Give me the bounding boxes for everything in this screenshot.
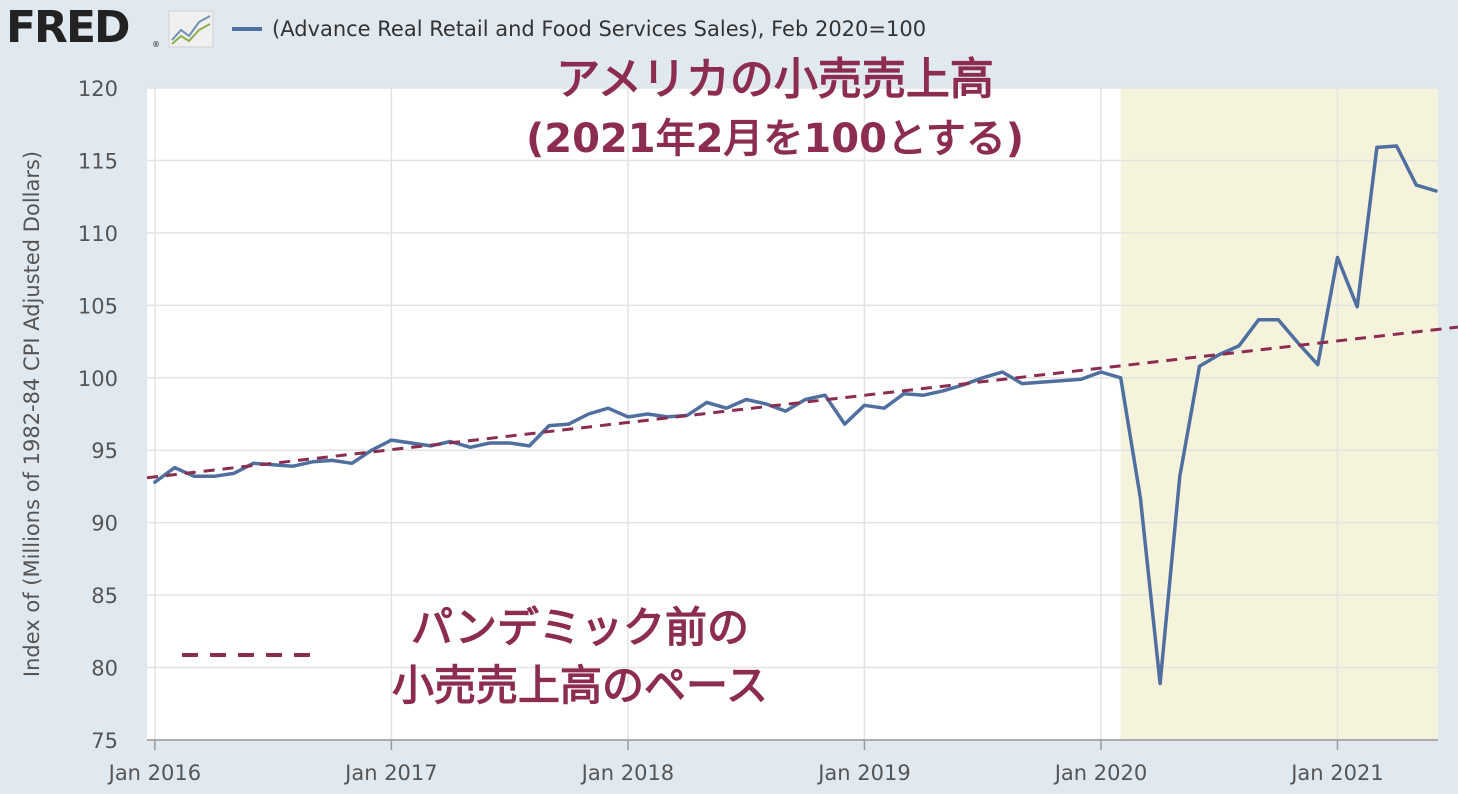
y-tick-label: 105	[78, 294, 118, 318]
y-axis-ticks: 75 80 85 90 95 100 105 110 115 120	[78, 77, 118, 753]
registered-mark: ®	[152, 40, 160, 49]
legend-swatch	[232, 27, 262, 31]
annotation-title-line2: (2021年2月を100とする)	[526, 116, 1024, 162]
y-axis-label: Index of (Millions of 1982-84 CPI Adjust…	[20, 151, 44, 677]
x-tick-label: Jan 2019	[816, 761, 911, 785]
x-tick-label: Jan 2020	[1053, 761, 1148, 785]
annotation-title-line1: アメリカの小売売上高	[556, 54, 994, 105]
x-tick-label: Jan 2017	[343, 761, 438, 785]
x-tick-label: Jan 2016	[107, 761, 202, 785]
fred-logo[interactable]: FRED	[6, 2, 131, 53]
x-axis-ticks: Jan 2016 Jan 2017 Jan 2018 Jan 2019 Jan 2020…	[107, 740, 1384, 785]
line-chart-icon	[168, 10, 214, 48]
trend-label-line1: パンデミック前の	[411, 603, 749, 652]
trend-line	[146, 325, 1458, 480]
trend-label-line2: 小売売上高のペース	[392, 661, 768, 710]
y-tick-label: 110	[78, 222, 118, 246]
y-tick-label: 85	[91, 584, 118, 608]
chart-legend: (Advance Real Retail and Food Services S…	[232, 14, 926, 44]
y-tick-label: 90	[91, 512, 118, 536]
recession-shading	[1120, 88, 1438, 740]
y-tick-label: 80	[91, 657, 118, 681]
x-tick-label: Jan 2021	[1289, 761, 1384, 785]
y-tick-label: 75	[91, 729, 118, 753]
y-tick-label: 95	[91, 439, 118, 463]
y-tick-label: 120	[78, 77, 118, 101]
series-line[interactable]	[153, 144, 1438, 686]
x-tick-label: Jan 2018	[580, 761, 675, 785]
y-tick-label: 115	[78, 149, 118, 173]
y-tick-label: 100	[78, 367, 118, 391]
legend-series-label: (Advance Real Retail and Food Services S…	[272, 17, 927, 41]
